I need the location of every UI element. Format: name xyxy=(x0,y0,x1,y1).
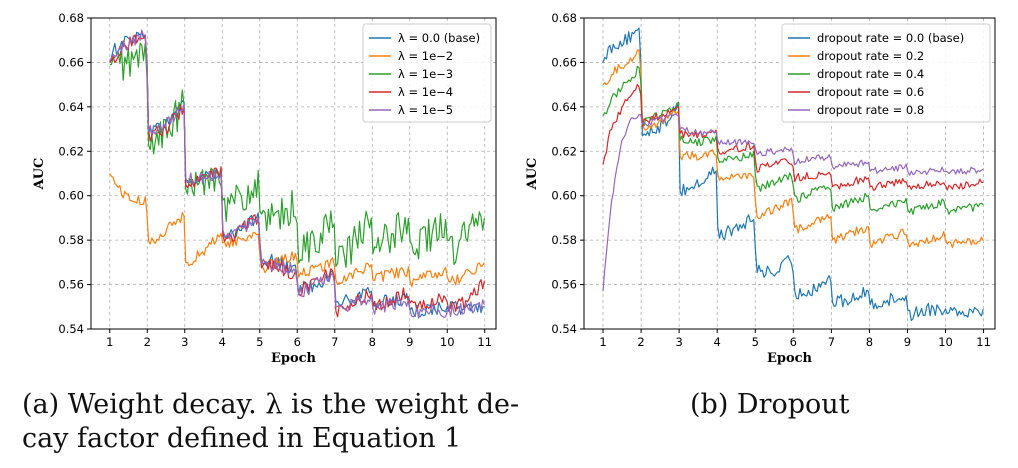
legend-label-2: λ = 1e−2 xyxy=(398,49,453,63)
legend: dropout rate = 0.0 (base) dropout rate = … xyxy=(781,23,991,123)
chart-weight-decay: 1 2 3 4 5 6 7 8 9 10 11 0.54 0.56 0.58 0.60 0.62 0.64 0.6… xyxy=(32,11,497,366)
x-tick-label: 9 xyxy=(406,335,413,349)
caption-dropout: (b) Dropout xyxy=(690,389,850,420)
y-tick-label: 0.54 xyxy=(58,322,84,336)
series-line-3 xyxy=(602,65,984,215)
chart-dropout: 1 2 3 4 5 6 7 8 9 10 11 0.54 0.56 0.58 0.60 0.62 0.64 0.6… xyxy=(525,11,996,366)
series-line-3 xyxy=(109,42,485,268)
plot-frame xyxy=(583,17,996,330)
x-tick-label: 6 xyxy=(294,335,301,349)
x-tick-label: 10 xyxy=(440,335,455,349)
series-line-4 xyxy=(602,83,984,191)
x-tick-label: 2 xyxy=(144,335,151,349)
y-tick-label: 0.58 xyxy=(58,233,84,247)
figure: 1 2 3 4 5 6 7 8 9 10 11 0.54 0.56 0.58 0.60 0.62 0.64 0.6… xyxy=(32,11,996,366)
y-tick-label: 0.68 xyxy=(551,11,577,25)
series-line-5 xyxy=(109,29,485,319)
x-tick-label: 8 xyxy=(866,335,873,349)
x-tick-label: 6 xyxy=(790,335,797,349)
y-tick-label: 0.66 xyxy=(551,55,577,69)
y-tick-label: 0.62 xyxy=(58,144,84,158)
x-tick-label: 7 xyxy=(331,335,338,349)
x-tick-label: 1 xyxy=(599,335,606,349)
y-axis-label: AUC xyxy=(525,158,540,191)
x-tick-label: 1 xyxy=(106,335,113,349)
y-tick-label: 0.64 xyxy=(551,100,577,114)
legend-label-1: dropout rate = 0.0 (base) xyxy=(817,31,964,45)
y-tick-label: 0.68 xyxy=(58,11,84,25)
legend-label-5: λ = 1e−5 xyxy=(398,103,453,117)
x-tick-label: 3 xyxy=(181,335,188,349)
y-tick-label: 0.54 xyxy=(551,322,577,336)
legend-label-5: dropout rate = 0.8 xyxy=(817,103,924,117)
y-tick-label: 0.56 xyxy=(551,278,577,292)
x-tick-label: 7 xyxy=(828,335,835,349)
series-line-2 xyxy=(109,173,485,288)
x-tick-label: 8 xyxy=(369,335,376,349)
legend: λ = 0.0 (base) λ = 1e−2 λ = 1e−3 λ = 1e−4 λ … xyxy=(362,23,492,123)
x-axis-label: Epoch xyxy=(767,351,813,366)
series-line-1 xyxy=(602,27,984,321)
y-tick-label: 0.56 xyxy=(58,278,84,292)
x-tick-label: 11 xyxy=(477,335,492,349)
legend-label-3: λ = 1e−3 xyxy=(398,67,453,81)
x-tick-label: 9 xyxy=(904,335,911,349)
y-tick-label: 0.60 xyxy=(551,189,577,203)
caption-weight-decay: (a) Weight decay. λ is the weight de- ca… xyxy=(22,389,520,454)
y-tick-label: 0.58 xyxy=(551,233,577,247)
x-tick-label: 5 xyxy=(256,335,263,349)
x-tick-label: 11 xyxy=(976,335,991,349)
y-tick-label: 0.60 xyxy=(58,189,84,203)
x-tick-label: 5 xyxy=(752,335,759,349)
y-tick-label: 0.62 xyxy=(551,144,577,158)
legend-label-4: dropout rate = 0.6 xyxy=(817,85,924,99)
y-axis-label: AUC xyxy=(32,158,47,191)
legend-box xyxy=(781,23,991,123)
x-tick-label: 4 xyxy=(219,335,226,349)
x-tick-label: 2 xyxy=(637,335,644,349)
x-tick-label: 3 xyxy=(675,335,682,349)
legend-label-4: λ = 1e−4 xyxy=(398,85,453,99)
legend-label-2: dropout rate = 0.2 xyxy=(817,49,924,63)
x-tick-label: 10 xyxy=(938,335,953,349)
x-tick-label: 4 xyxy=(714,335,721,349)
y-tick-label: 0.64 xyxy=(58,100,84,114)
plot-frame xyxy=(90,17,497,330)
y-tick-label: 0.66 xyxy=(58,55,84,69)
legend-box xyxy=(362,23,492,123)
series-line-5 xyxy=(602,113,984,292)
legend-label-3: dropout rate = 0.4 xyxy=(817,67,924,81)
legend-label-1: λ = 0.0 (base) xyxy=(398,31,480,45)
x-axis-label: Epoch xyxy=(271,351,317,366)
